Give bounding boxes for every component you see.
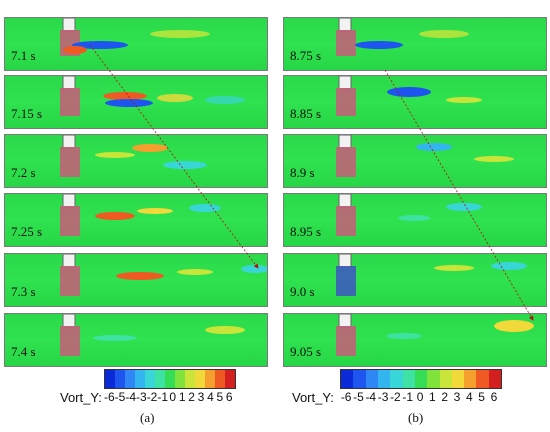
vortex-field-image (60, 194, 221, 236)
colorbar-swatch (145, 370, 155, 388)
vorticity-panel-right-5: 9.0 s (283, 253, 547, 307)
colorbar-swatch (115, 370, 125, 388)
colorbar-swatch (365, 370, 378, 388)
colorbar-swatch (165, 370, 175, 388)
colorbar-swatch (377, 370, 391, 388)
colorbar-tick-label: 0 (416, 390, 424, 404)
colorbar-tick-label: 5 (216, 390, 224, 404)
colorbar-swatch (341, 370, 354, 388)
colorbar-tick-label: -5 (114, 390, 126, 404)
colorbar-tick-label: 6 (225, 390, 233, 404)
vorticity-panel-left-5: 7.3 s (4, 253, 268, 307)
vortex-field-image (60, 254, 267, 296)
colorbar-swatch (185, 370, 195, 388)
colorbar-tick-label: -5 (353, 390, 364, 404)
caption-a: (a) (140, 410, 155, 425)
colorbar-tick-label: -2 (390, 390, 401, 404)
time-label: 7.3 s (11, 284, 36, 299)
colorbar-swatch (105, 370, 115, 388)
colorbar-swatch (464, 370, 477, 388)
vorticity-panel-left-1: 7.1 s (4, 17, 268, 71)
vorticity-panel-right-2: 8.85 s (283, 75, 547, 129)
colorbar-tick-label: 3 (453, 390, 461, 404)
colorbar-tick-label: 5 (478, 390, 485, 404)
colorbar-swatch (175, 370, 185, 388)
colorbar-label: Vort_Y: (292, 390, 334, 405)
colorbar-swatch (195, 370, 205, 388)
colorbar-ticks: -6 -5 -4 -3 -2 -1 0 1 2 3 4 5 6 (104, 390, 234, 404)
colorbar-tick-label: -1 (402, 390, 414, 404)
colorbar-swatch (390, 370, 403, 388)
vorticity-panel-left-4: 7.25 s (4, 193, 268, 247)
vortex-field-image (336, 254, 527, 296)
colorbar-swatch (402, 370, 415, 388)
vorticity-panel-left-2: 7.15 s (4, 75, 268, 129)
colorbar-swatch (125, 370, 135, 388)
colorbar-swatch (353, 370, 366, 388)
trajectory-arrow-right (384, 69, 534, 321)
vorticity-panel-right-4: 8.95 s (283, 193, 547, 247)
vortex-field-image (60, 18, 210, 56)
time-label: 7.1 s (11, 48, 36, 63)
vorticity-panel-right-3: 8.9 s (283, 134, 547, 188)
vortex-field-image (60, 76, 245, 116)
colorbar-tick-label: -6 (104, 390, 115, 404)
colorbar-swatch (488, 370, 502, 388)
colorbar-tick-label: 6 (490, 390, 498, 404)
time-label: 8.85 s (290, 106, 322, 121)
vorticity-panel-right-6: 9.05 s (283, 313, 547, 367)
vorticity-panel-right-1: 8.75 s (283, 17, 547, 71)
colorbar-swatch (215, 370, 225, 388)
vortex-field-image (60, 135, 207, 177)
colorbar-label: Vort_Y: (60, 390, 102, 405)
colorbar-tick-label: 1 (429, 390, 436, 404)
colorbar-tick-label: -4 (365, 390, 377, 404)
colorbar-tick-label: 2 (188, 390, 195, 404)
colorbar-tick-label: -3 (377, 390, 389, 404)
colorbar-tick-label: -6 (340, 390, 352, 404)
vortex-field-image (336, 18, 469, 56)
colorbar-swatch (439, 370, 452, 388)
vorticity-panel-left-3: 7.2 s (4, 134, 268, 188)
colorbar-swatch (414, 370, 428, 388)
time-label: 8.75 s (290, 48, 322, 63)
colorbar-ticks: -6 -5 -4 -3 -2 -1 0 1 2 3 4 5 6 (340, 390, 500, 404)
vortex-field-image (336, 194, 482, 236)
colorbar-tick-label: 0 (169, 390, 177, 404)
trajectory-arrow-left (89, 44, 259, 269)
colorbar-tick-label: 1 (178, 390, 186, 404)
colorbar-swatch (225, 370, 235, 388)
colorbar (340, 369, 502, 389)
colorbar-swatch (135, 370, 145, 388)
colorbar-swatch (205, 370, 215, 388)
vortex-field-image (336, 314, 534, 356)
colorbar-swatch (155, 370, 165, 388)
caption-b: (b) (408, 410, 424, 425)
time-label: 9.0 s (290, 284, 315, 299)
colorbar-swatch (427, 370, 440, 388)
colorbar-tick-label: -4 (125, 390, 137, 404)
vorticity-panel-left-6: 7.4 s (4, 313, 268, 367)
vortex-field-image (336, 76, 482, 116)
time-label: 9.05 s (290, 344, 322, 359)
colorbar-tick-label: -2 (146, 390, 158, 404)
time-label: 8.9 s (290, 165, 315, 180)
vortex-field-image (336, 135, 514, 177)
vortex-field-image (60, 314, 245, 356)
colorbar-tick-label: 3 (197, 390, 205, 404)
time-label: 8.95 s (290, 224, 322, 239)
colorbar-tick-label: 4 (465, 390, 473, 404)
colorbar-tick-label: -1 (157, 390, 169, 404)
time-label: 7.4 s (11, 344, 36, 359)
colorbar-tick-label: -3 (136, 390, 147, 404)
colorbar-tick-label: 4 (207, 390, 214, 404)
colorbar (104, 369, 236, 389)
time-label: 7.2 s (11, 165, 36, 180)
colorbar-tick-label: 2 (441, 390, 448, 404)
colorbar-swatch (451, 370, 465, 388)
time-label: 7.25 s (11, 224, 43, 239)
colorbar-swatch (476, 370, 489, 388)
time-label: 7.15 s (11, 106, 43, 121)
